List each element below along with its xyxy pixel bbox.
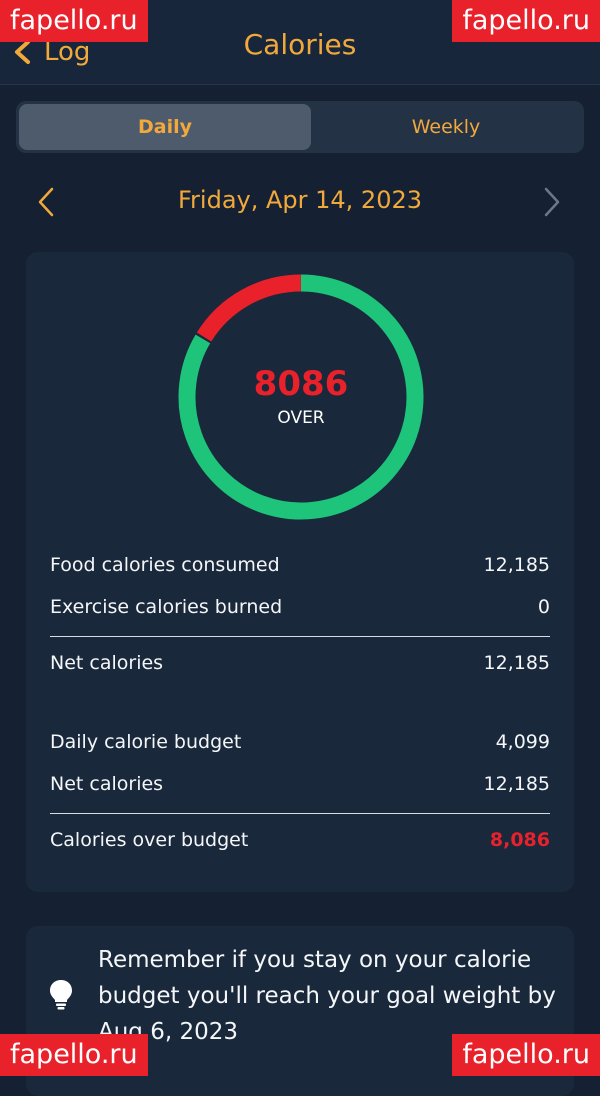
next-day-arrow-icon[interactable] — [540, 186, 564, 218]
food-calories-value: 12,185 — [483, 554, 550, 576]
daily-budget-value: 4,099 — [495, 731, 550, 753]
watermark-bottom-right: fapello.ru — [452, 1034, 600, 1076]
over-budget-row: Calories over budget 8,086 — [50, 829, 550, 863]
exercise-calories-row: Exercise calories burned 0 — [50, 596, 550, 630]
back-label: Log — [44, 37, 91, 67]
tab-daily[interactable]: Daily — [19, 104, 311, 150]
watermark-top-left: fapello.ru — [0, 0, 148, 42]
current-date: Friday, Apr 14, 2023 — [177, 186, 423, 214]
daily-budget-label: Daily calorie budget — [50, 731, 242, 753]
chevron-left-icon — [15, 40, 30, 64]
date-navigator: Friday, Apr 14, 2023 — [0, 172, 600, 232]
net-calories-label-2: Net calories — [50, 773, 164, 795]
watermark-bottom-left: fapello.ru — [0, 1034, 148, 1076]
calorie-ring-chart — [178, 274, 424, 520]
exercise-calories-value: 0 — [537, 596, 550, 618]
back-button[interactable]: Log — [12, 28, 90, 76]
goal-tip-text: Remember if you stay on your calorie bud… — [98, 947, 556, 1045]
divider — [50, 636, 550, 637]
food-calories-row: Food calories consumed 12,185 — [50, 554, 550, 588]
net-calories-value: 12,185 — [483, 652, 550, 674]
over-budget-label: Calories over budget — [50, 829, 249, 851]
calorie-summary-card: 8086 OVER Food calories consumed 12,185 … — [26, 252, 574, 892]
ring-segment-under — [178, 274, 424, 520]
tab-weekly[interactable]: Weekly — [411, 116, 481, 138]
exercise-calories-label: Exercise calories burned — [50, 596, 283, 618]
period-segmented-control: Daily Weekly — [16, 101, 584, 153]
divider — [50, 813, 550, 814]
lightbulb-icon — [50, 980, 72, 1010]
calorie-status-label: OVER — [277, 408, 325, 428]
previous-day-arrow-icon[interactable] — [34, 186, 58, 218]
net-calories-row-2: Net calories 12,185 — [50, 773, 550, 807]
net-calories-label: Net calories — [50, 652, 164, 674]
over-budget-value: 8,086 — [489, 829, 550, 851]
ring-segment-over — [196, 274, 302, 342]
net-calories-row: Net calories 12,185 — [50, 652, 550, 686]
net-calories-value-2: 12,185 — [483, 773, 550, 795]
watermark-top-right: fapello.ru — [452, 0, 600, 42]
page-title: Calories — [243, 28, 357, 61]
calorie-over-value: 8086 — [253, 364, 349, 404]
daily-budget-row: Daily calorie budget 4,099 — [50, 731, 550, 765]
food-calories-label: Food calories consumed — [50, 554, 280, 576]
